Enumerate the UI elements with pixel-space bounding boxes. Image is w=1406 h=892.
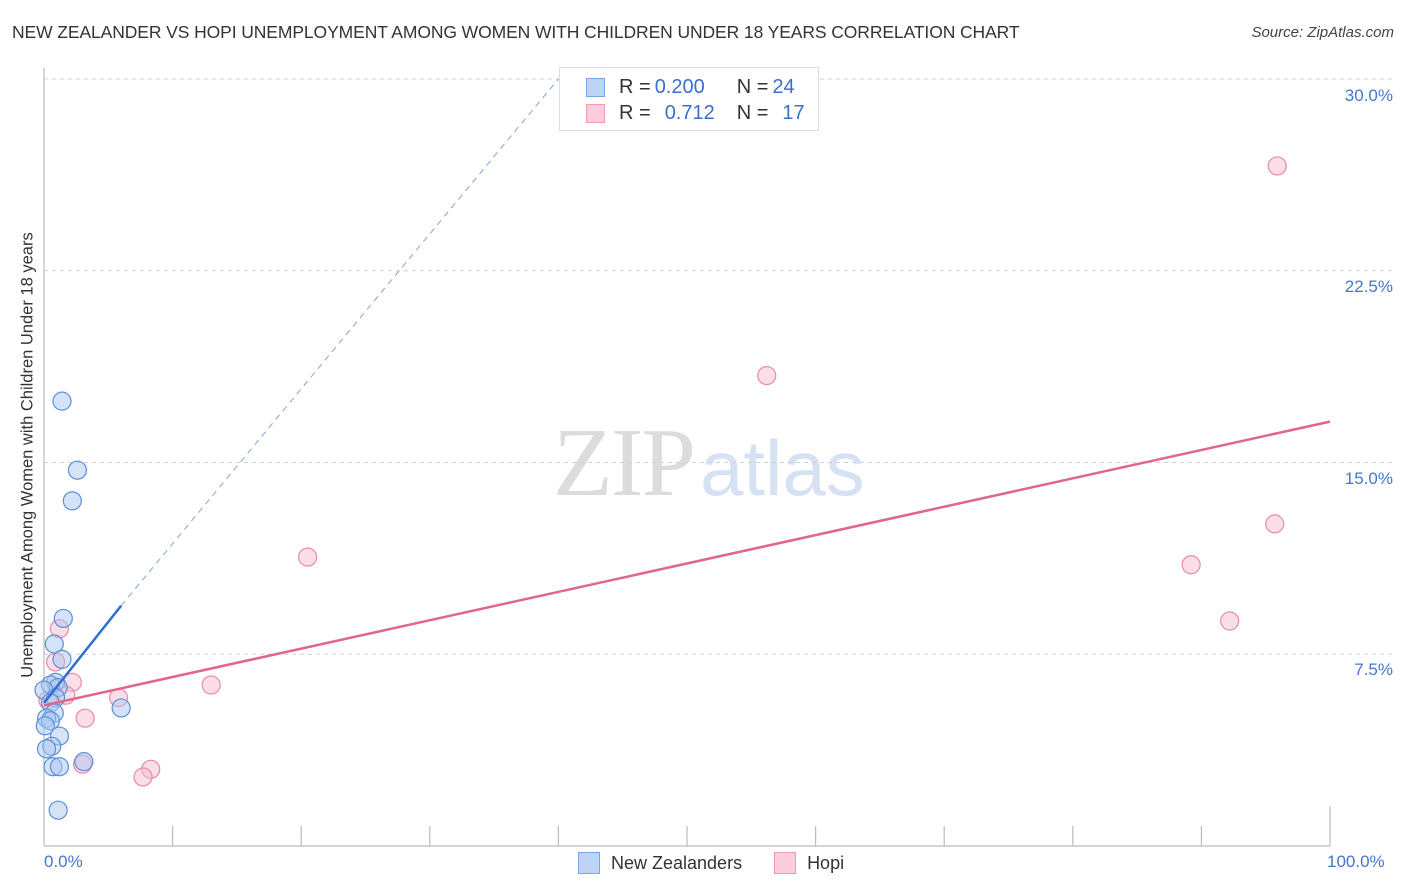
- y-tick-30: 30.0%: [1344, 86, 1393, 105]
- data-point-new-zealanders: [36, 739, 57, 759]
- data-point-hopi: [1265, 514, 1285, 534]
- data-point-new-zealanders: [67, 460, 88, 480]
- stats-row-hopi: R = 0.712 N = 17: [586, 101, 805, 125]
- legend-item-hopi[interactable]: Hopi: [774, 852, 844, 874]
- data-point-new-zealanders: [52, 391, 72, 411]
- data-point-new-zealanders: [44, 634, 64, 654]
- legend-item-new-zealanders[interactable]: New Zealanders: [578, 852, 742, 874]
- n-label: N =: [736, 75, 769, 98]
- y-tick-15: 15.0%: [1344, 469, 1393, 488]
- data-point-new-zealanders: [74, 752, 94, 772]
- data-point-new-zealanders: [52, 649, 72, 669]
- series-legend: New Zealanders Hopi: [578, 852, 876, 874]
- data-point-new-zealanders: [48, 800, 68, 820]
- pink-swatch-icon: [586, 103, 605, 123]
- y-axis-label: Unemployment Among Women with Children U…: [18, 232, 37, 678]
- n-label: N =: [736, 101, 769, 124]
- data-point-hopi: [1267, 156, 1287, 176]
- r-label: R =: [619, 75, 651, 98]
- data-point-hopi: [201, 675, 221, 695]
- data-point-new-zealanders: [111, 698, 131, 718]
- data-point-hopi: [133, 767, 153, 787]
- data-point-new-zealanders: [53, 608, 73, 629]
- r-value: 0.712: [664, 101, 715, 124]
- data-point-hopi: [1181, 555, 1201, 575]
- data-point-hopi: [1220, 611, 1240, 631]
- pink-swatch-icon: [774, 852, 797, 874]
- chart-title: NEW ZEALANDER VS HOPI UNEMPLOYMENT AMONG…: [12, 22, 1020, 42]
- n-value: 17: [782, 101, 805, 124]
- data-point-new-zealanders: [49, 757, 70, 777]
- x-tick-0: 0.0%: [44, 852, 83, 871]
- trend-line-new-zealanders: [43, 604, 123, 704]
- source-label: Source: ZipAtlas.com: [1251, 24, 1394, 41]
- blue-swatch-icon: [586, 77, 605, 97]
- y-tick-7-5: 7.5%: [1354, 660, 1393, 679]
- stats-row-new-zealanders: R = 0.200 N = 24: [586, 75, 795, 99]
- data-point-new-zealanders: [35, 716, 55, 736]
- n-value: 24: [772, 75, 795, 98]
- y-tick-22-5: 22.5%: [1344, 277, 1393, 296]
- trend-line-hopi: [43, 420, 1331, 707]
- x-tick-100: 100.0%: [1327, 852, 1385, 871]
- data-point-hopi: [757, 365, 777, 386]
- blue-swatch-icon: [578, 852, 600, 874]
- legend-label: Hopi: [807, 852, 845, 873]
- watermark-zip: ZIP: [553, 409, 696, 517]
- r-value: 0.200: [654, 75, 705, 98]
- legend-label: New Zealanders: [611, 852, 743, 873]
- data-point-new-zealanders: [62, 491, 82, 511]
- data-point-hopi: [298, 547, 318, 567]
- watermark-atlas: atlas: [700, 424, 865, 512]
- r-label: R =: [619, 101, 651, 124]
- stats-legend: R = 0.200 N = 24 R = 0.712 N = 17: [559, 67, 819, 131]
- data-point-hopi: [75, 708, 95, 728]
- watermark: ZIPatlas: [553, 405, 865, 519]
- trend-extension-new-zealanders: [120, 78, 559, 606]
